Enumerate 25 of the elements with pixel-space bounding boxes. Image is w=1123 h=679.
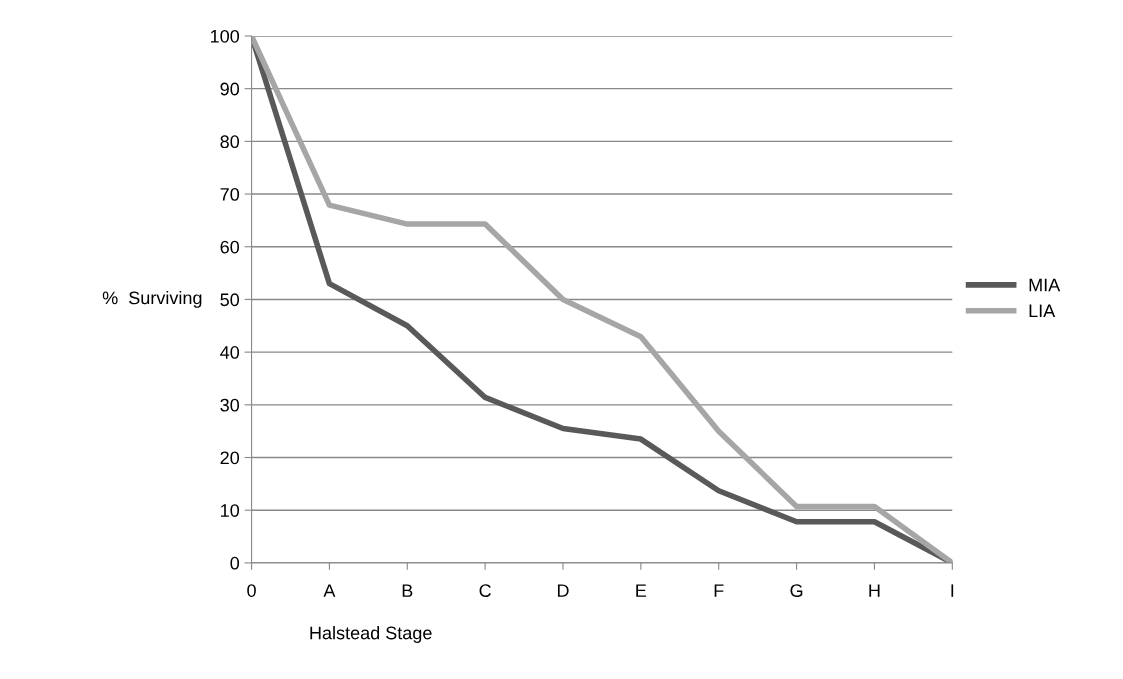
x-tick-label: C bbox=[479, 584, 491, 597]
y-tick-label: 100 bbox=[211, 29, 240, 43]
y-tick-label: 40 bbox=[220, 346, 240, 359]
y-axis-title: % Surviving bbox=[102, 291, 202, 308]
x-tick-label: B bbox=[402, 584, 413, 597]
x-tick-label: E bbox=[636, 584, 647, 597]
x-tick-label: A bbox=[323, 584, 336, 597]
y-tick-label: 80 bbox=[220, 135, 240, 149]
y-tick-label: 60 bbox=[220, 240, 240, 254]
y-tick-label: 50 bbox=[220, 293, 240, 307]
x-tick-label: 0 bbox=[247, 584, 256, 597]
legend-label: MIA bbox=[1029, 278, 1061, 292]
x-tick-label: F bbox=[714, 584, 724, 597]
y-tick-label: 20 bbox=[220, 451, 240, 465]
x-tick-label: I bbox=[951, 584, 954, 597]
y-tick-label: 70 bbox=[220, 187, 240, 201]
y-tick-label: 30 bbox=[220, 398, 240, 412]
y-tick-label: 10 bbox=[221, 504, 240, 517]
legend-label: LIA bbox=[1029, 304, 1056, 318]
x-tick-label: D bbox=[557, 584, 569, 597]
y-tick-label: 90 bbox=[220, 82, 240, 96]
x-axis-title: Halstead Stage bbox=[310, 626, 432, 643]
y-tick-label: 0 bbox=[230, 556, 240, 570]
x-tick-label: G bbox=[790, 584, 803, 597]
x-tick-label: H bbox=[869, 584, 880, 597]
